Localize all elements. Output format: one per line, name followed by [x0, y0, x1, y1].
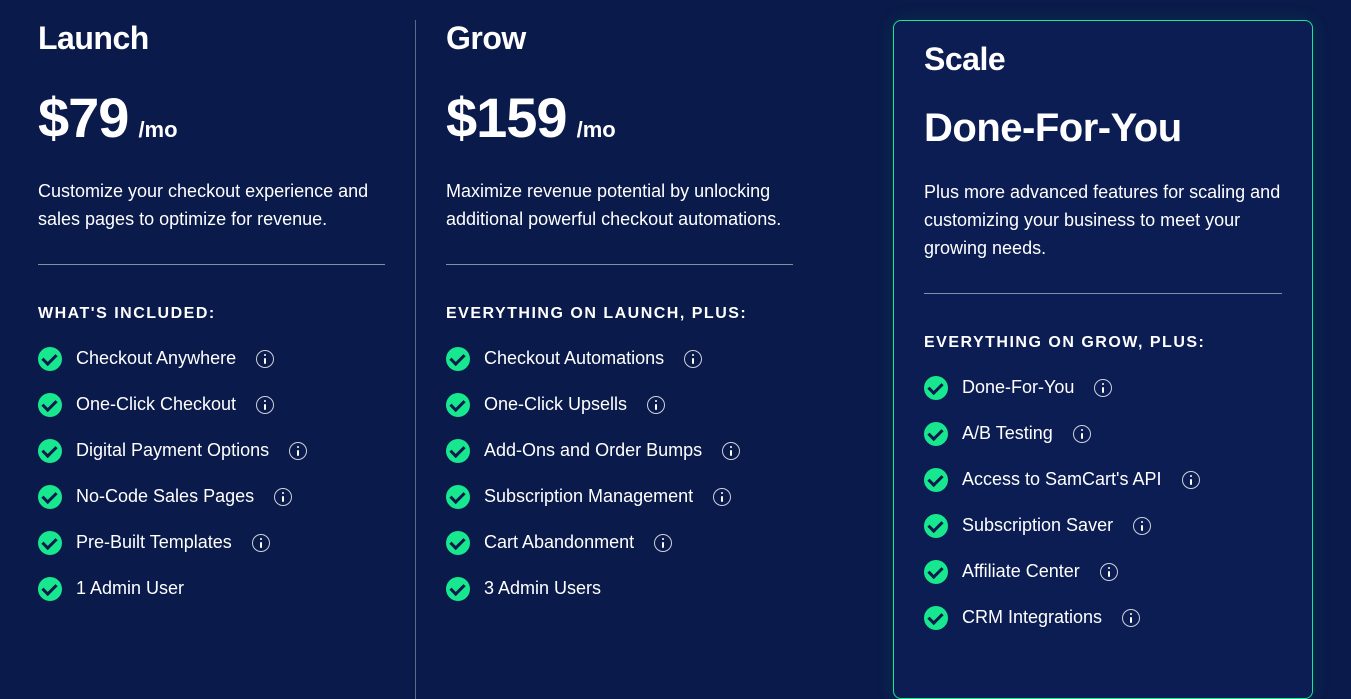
feature-label: Pre-Built Templates — [76, 532, 232, 553]
pricing-container: Launch $79 /mo Customize your checkout e… — [0, 0, 1351, 699]
info-icon[interactable] — [256, 396, 274, 414]
info-icon[interactable] — [713, 488, 731, 506]
check-icon — [38, 347, 62, 371]
feature-label: 1 Admin User — [76, 578, 184, 599]
feature-item: Digital Payment Options — [38, 439, 385, 463]
plan-grow-description: Maximize revenue potential by unlocking … — [446, 178, 793, 234]
feature-label: A/B Testing — [962, 423, 1053, 444]
feature-label: Subscription Saver — [962, 515, 1113, 536]
check-icon — [924, 560, 948, 584]
feature-label: Add-Ons and Order Bumps — [484, 440, 702, 461]
plan-grow-price: $159 — [446, 85, 567, 150]
feature-item: Pre-Built Templates — [38, 531, 385, 555]
check-icon — [446, 439, 470, 463]
feature-item: Cart Abandonment — [446, 531, 793, 555]
plan-launch-price: $79 — [38, 85, 128, 150]
info-icon[interactable] — [1073, 425, 1091, 443]
plan-scale-card: Scale Done-For-You Plus more advanced fe… — [893, 20, 1313, 699]
feature-item: Affiliate Center — [924, 560, 1282, 584]
plan-scale: Scale Done-For-You Plus more advanced fe… — [893, 20, 1313, 699]
info-icon[interactable] — [1122, 609, 1140, 627]
plan-scale-description: Plus more advanced features for scaling … — [924, 179, 1282, 263]
plan-grow-feature-list: Checkout Automations One-Click Upsells A… — [446, 347, 793, 601]
plan-scale-separator — [924, 293, 1282, 294]
feature-item: Add-Ons and Order Bumps — [446, 439, 793, 463]
feature-item: Checkout Automations — [446, 347, 793, 371]
feature-item: Subscription Saver — [924, 514, 1282, 538]
feature-item: One-Click Upsells — [446, 393, 793, 417]
feature-label: Subscription Management — [484, 486, 693, 507]
check-icon — [38, 531, 62, 555]
feature-item: Subscription Management — [446, 485, 793, 509]
plan-scale-section-label: EVERYTHING ON GROW, PLUS: — [924, 334, 1282, 352]
plan-grow-per: /mo — [577, 117, 616, 143]
info-icon[interactable] — [274, 488, 292, 506]
plan-scale-feature-list: Done-For-You A/B Testing Access to SamCa… — [924, 376, 1282, 630]
check-icon — [38, 393, 62, 417]
check-icon — [446, 531, 470, 555]
info-icon[interactable] — [722, 442, 740, 460]
info-icon[interactable] — [1182, 471, 1200, 489]
feature-item: A/B Testing — [924, 422, 1282, 446]
feature-label: No-Code Sales Pages — [76, 486, 254, 507]
feature-label: CRM Integrations — [962, 607, 1102, 628]
check-icon — [38, 439, 62, 463]
feature-item: No-Code Sales Pages — [38, 485, 385, 509]
check-icon — [446, 485, 470, 509]
plan-launch: Launch $79 /mo Customize your checkout e… — [38, 20, 415, 699]
info-icon[interactable] — [1133, 517, 1151, 535]
plan-grow-title: Grow — [446, 20, 793, 57]
check-icon — [38, 577, 62, 601]
plan-launch-per: /mo — [138, 117, 177, 143]
plan-grow-section-label: EVERYTHING ON LAUNCH, PLUS: — [446, 305, 793, 323]
feature-label: Digital Payment Options — [76, 440, 269, 461]
check-icon — [446, 347, 470, 371]
feature-item: One-Click Checkout — [38, 393, 385, 417]
plan-launch-price-row: $79 /mo — [38, 85, 385, 150]
plan-scale-heading: Done-For-You — [924, 106, 1282, 151]
check-icon — [924, 422, 948, 446]
feature-label: Affiliate Center — [962, 561, 1080, 582]
check-icon — [446, 393, 470, 417]
feature-label: One-Click Upsells — [484, 394, 627, 415]
plan-scale-title: Scale — [924, 41, 1282, 78]
feature-item: 3 Admin Users — [446, 577, 793, 601]
feature-label: Checkout Anywhere — [76, 348, 236, 369]
plan-launch-description: Customize your checkout experience and s… — [38, 178, 385, 234]
feature-label: Done-For-You — [962, 377, 1074, 398]
feature-item: 1 Admin User — [38, 577, 385, 601]
feature-label: Checkout Automations — [484, 348, 664, 369]
feature-label: Cart Abandonment — [484, 532, 634, 553]
plan-launch-separator — [38, 264, 385, 265]
check-icon — [446, 577, 470, 601]
check-icon — [924, 606, 948, 630]
plan-grow-separator — [446, 264, 793, 265]
info-icon[interactable] — [289, 442, 307, 460]
info-icon[interactable] — [647, 396, 665, 414]
feature-label: Access to SamCart's API — [962, 469, 1162, 490]
feature-item: Checkout Anywhere — [38, 347, 385, 371]
plan-grow-price-row: $159 /mo — [446, 85, 793, 150]
feature-label: 3 Admin Users — [484, 578, 601, 599]
info-icon[interactable] — [1100, 563, 1118, 581]
feature-label: One-Click Checkout — [76, 394, 236, 415]
column-gap — [823, 20, 893, 699]
info-icon[interactable] — [256, 350, 274, 368]
plan-grow: Grow $159 /mo Maximize revenue potential… — [416, 20, 823, 699]
info-icon[interactable] — [654, 534, 672, 552]
feature-item: Done-For-You — [924, 376, 1282, 400]
plan-launch-title: Launch — [38, 20, 385, 57]
check-icon — [38, 485, 62, 509]
plan-launch-feature-list: Checkout Anywhere One-Click Checkout Dig… — [38, 347, 385, 601]
plan-launch-section-label: WHAT'S INCLUDED: — [38, 305, 385, 323]
check-icon — [924, 468, 948, 492]
feature-item: Access to SamCart's API — [924, 468, 1282, 492]
info-icon[interactable] — [1094, 379, 1112, 397]
info-icon[interactable] — [684, 350, 702, 368]
check-icon — [924, 376, 948, 400]
check-icon — [924, 514, 948, 538]
info-icon[interactable] — [252, 534, 270, 552]
feature-item: CRM Integrations — [924, 606, 1282, 630]
